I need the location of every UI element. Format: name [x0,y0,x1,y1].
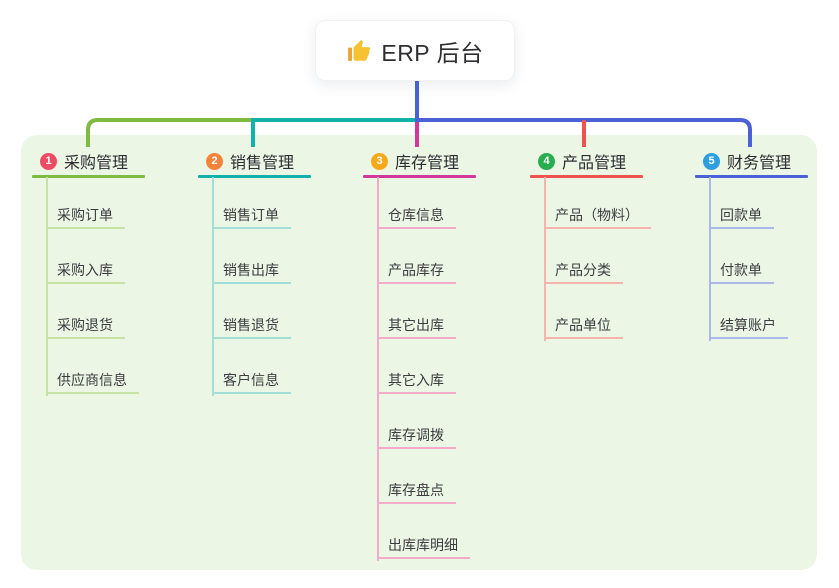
branch-child-connector [46,177,48,396]
tree-item[interactable]: 产品单位 [544,313,623,339]
branch-child-connector [377,177,379,561]
tree-item[interactable]: 采购入库 [46,258,125,284]
tree-item[interactable]: 结算账户 [709,313,788,339]
tree-item[interactable]: 库存调拨 [377,423,456,449]
branch-child-connector [709,177,711,341]
branch-sales-header[interactable]: 2 销售管理 [198,148,348,174]
branch-purchase-header[interactable]: 1 采购管理 [32,148,182,174]
branch-finance-header[interactable]: 5 财务管理 [695,148,839,174]
branch-underline [198,175,311,178]
tree-item[interactable]: 其它出库 [377,313,456,339]
branch-title: 采购管理 [64,155,129,172]
tree-item[interactable]: 仓库信息 [377,203,456,229]
root-title: ERP 后台 [381,39,484,66]
tree-item[interactable]: 销售出库 [212,258,291,284]
tree-item[interactable]: 出库库明细 [377,533,470,559]
tree-item[interactable]: 供应商信息 [46,368,139,394]
tree-item[interactable]: 其它入库 [377,368,456,394]
branch-number-badge: 1 [40,152,57,170]
branch-number-badge: 4 [538,152,555,170]
branch-finance: 5 财务管理 回款单 付款单 结算账户 [695,148,839,341]
branch-title: 财务管理 [727,155,792,172]
branch-product: 4 产品管理 产品（物料） 产品分类 产品单位 [530,148,680,341]
branch-number-badge: 3 [371,152,388,170]
tree-item[interactable]: 客户信息 [212,368,291,394]
branch-purchase: 1 采购管理 采购订单 采购入库 采购退货 供应商信息 [32,148,182,396]
branch-underline [363,175,476,178]
branch-inventory: 3 库存管理 仓库信息 产品库存 其它出库 其它入库 库存调拨 库存盘点 出库库… [363,148,513,561]
branch-child-connector [544,177,546,341]
branch-underline [695,175,808,178]
tree-item[interactable]: 采购退货 [46,313,125,339]
root-node[interactable]: ERP 后台 [315,20,515,81]
branch-title: 库存管理 [395,155,460,172]
branch-title: 产品管理 [562,155,627,172]
tree-item[interactable]: 采购订单 [46,203,125,229]
branch-sales: 2 销售管理 销售订单 销售出库 销售退货 客户信息 [198,148,348,396]
tree-item[interactable]: 销售订单 [212,203,291,229]
mindmap-panel-background [21,135,817,570]
branch-underline [32,175,145,178]
tree-item[interactable]: 产品（物料） [544,203,651,229]
tree-item[interactable]: 产品分类 [544,258,623,284]
thumbs-up-icon [346,38,372,64]
tree-item[interactable]: 产品库存 [377,258,456,284]
branch-product-header[interactable]: 4 产品管理 [530,148,680,174]
tree-item[interactable]: 付款单 [709,258,774,284]
branch-child-connector [212,177,214,396]
branch-underline [530,175,643,178]
branch-inventory-header[interactable]: 3 库存管理 [363,148,513,174]
tree-item[interactable]: 销售退货 [212,313,291,339]
branch-number-badge: 2 [206,152,223,170]
branch-title: 销售管理 [230,155,295,172]
tree-item[interactable]: 库存盘点 [377,478,456,504]
tree-item[interactable]: 回款单 [709,203,774,229]
branch-number-badge: 5 [703,152,720,170]
